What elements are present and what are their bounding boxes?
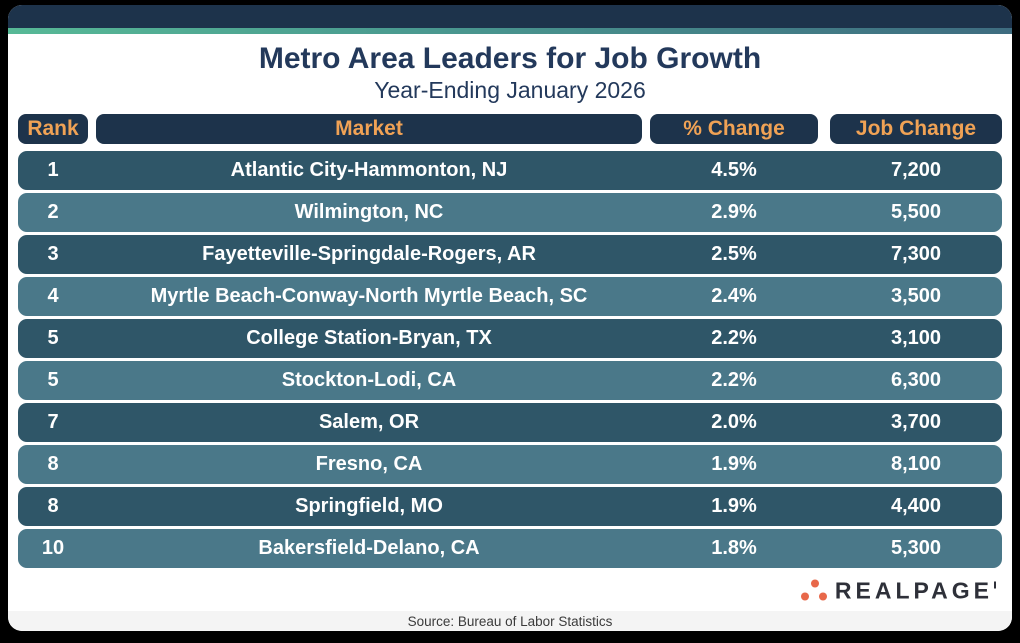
rank-cell: 5 [47,369,59,391]
rank-cell: 5 [47,327,59,349]
pct-change-cell: 4.5% [711,159,757,181]
column-header-job-change: Job Change [830,114,1002,144]
source-bar: Source: Bureau of Labor Statistics [8,611,1012,631]
pct-change-cell: 1.8% [711,537,757,559]
rank-cell: 2 [47,201,59,223]
rank-cell: 1 [47,159,59,181]
rank-cell: 3 [47,243,59,265]
market-cell: Bakersfield-Delano, CA [258,537,480,559]
table-row: 8 Springfield, MO 1.9% 4,400 [18,487,1002,526]
pct-change-cell: 2.2% [711,327,757,349]
job-change-cell: 3,500 [890,285,942,307]
job-change-cell: 5,300 [890,537,942,559]
table-row: 4 Myrtle Beach-Conway-North Myrtle Beach… [18,277,1002,316]
source-text: Source: Bureau of Labor Statistics [407,613,613,629]
column-header-pct-change: % Change [650,114,818,144]
table-row: 10 Bakersfield-Delano, CA 1.8% 5,300 [18,529,1002,568]
table-row: 8 Fresno, CA 1.9% 8,100 [18,445,1002,484]
table-row: 2 Wilmington, NC 2.9% 5,500 [18,193,1002,232]
realpage-dots-icon [800,579,828,603]
top-navy-bar [8,5,1012,28]
market-cell: Springfield, MO [295,495,443,517]
table-row: 5 College Station-Bryan, TX 2.2% 3,100 [18,319,1002,358]
job-change-cell: 5,500 [890,201,942,223]
pct-change-cell: 1.9% [711,453,757,475]
rank-cell: 4 [47,285,59,307]
market-cell: Salem, OR [318,411,420,433]
pct-change-cell: 2.5% [711,243,757,265]
rank-cell: 7 [47,411,59,433]
pct-change-cell: 2.2% [711,369,757,391]
market-cell: College Station-Bryan, TX [246,327,492,349]
job-change-cell: 8,100 [890,453,942,475]
table-row: 5 Stockton-Lodi, CA 2.2% 6,300 [18,361,1002,400]
job-change-cell: 4,400 [890,495,942,517]
job-change-cell: 7,200 [890,159,942,181]
market-cell: Wilmington, NC [294,201,444,223]
pct-change-cell: 2.9% [711,201,757,223]
trademark-tick-icon [994,581,996,589]
realpage-logo: REALPAGE [800,577,996,604]
logo-dot-icon [810,579,819,588]
rank-cell: 8 [47,453,59,475]
table-row: 7 Salem, OR 2.0% 3,700 [18,403,1002,442]
rank-cell: 10 [41,537,65,559]
realpage-wordmark: REALPAGE [834,577,993,604]
table-row: 1 Atlantic City-Hammonton, NJ 4.5% 7,200 [18,151,1002,190]
market-cell: Atlantic City-Hammonton, NJ [230,159,508,181]
column-header-rank: Rank [18,114,88,144]
job-change-cell: 7,300 [890,243,942,265]
job-change-cell: 3,700 [890,411,942,433]
pct-change-cell: 2.4% [711,285,757,307]
page-title: Metro Area Leaders for Job Growth [258,42,762,75]
market-cell: Fayetteville-Springdale-Rogers, AR [202,243,536,265]
market-cell: Myrtle Beach-Conway-North Myrtle Beach, … [150,285,588,307]
footer: REALPAGE [8,571,1012,611]
market-cell: Stockton-Lodi, CA [281,369,457,391]
table-header-row: Rank Market % Change Job Change [18,114,1002,144]
title-block: Metro Area Leaders for Job Growth Year-E… [8,34,1012,112]
page-subtitle: Year-Ending January 2026 [374,77,646,103]
infographic-card: Metro Area Leaders for Job Growth Year-E… [8,5,1012,631]
market-cell: Fresno, CA [315,453,423,475]
column-header-market: Market [96,114,642,144]
job-change-cell: 3,100 [890,327,942,349]
pct-change-cell: 1.9% [711,495,757,517]
rank-cell: 8 [47,495,59,517]
pct-change-cell: 2.0% [711,411,757,433]
logo-dot-icon [800,592,809,601]
table-row: 3 Fayetteville-Springdale-Rogers, AR 2.5… [18,235,1002,274]
logo-dot-icon [818,592,827,601]
job-change-cell: 6,300 [890,369,942,391]
accent-gradient-bar [8,28,1012,34]
